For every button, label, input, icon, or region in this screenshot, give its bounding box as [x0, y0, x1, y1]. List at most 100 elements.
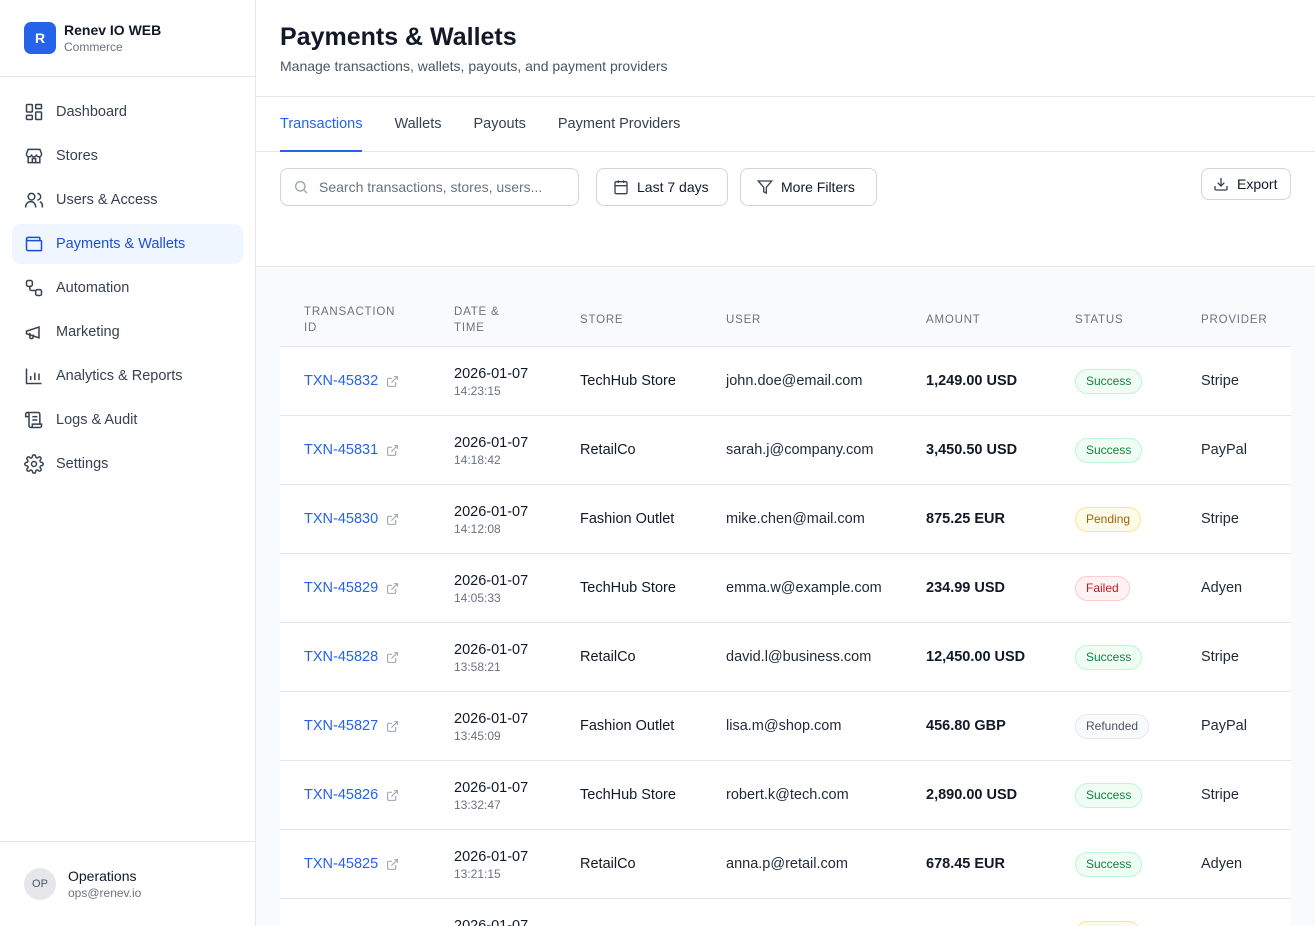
table-row[interactable]: TXN-45826 2026-01-07 13:32:47 TechHub Store… [280, 761, 1291, 830]
amount-cell: 875.25 EUR [926, 511, 1005, 527]
column-header-amount[interactable]: AMOUNT [926, 314, 981, 326]
sidebar-item-users-access[interactable]: Users & Access [12, 180, 243, 220]
sidebar-item-label: Settings [56, 456, 109, 472]
transaction-id-link[interactable]: TXN-45830 [304, 511, 399, 527]
user-name: Operations [68, 868, 137, 884]
sidebar-item-payments-wallets[interactable]: Payments & Wallets [12, 224, 243, 264]
table-row[interactable]: TXN-45827 2026-01-07 13:45:09 Fashion Outle… [280, 692, 1291, 761]
table-row[interactable]: TXN-45825 2026-01-07 13:21:15 RetailCo anna.… [280, 830, 1291, 899]
brand-subtitle: Commerce [64, 40, 123, 54]
column-header-status[interactable]: STATUS [1075, 314, 1124, 326]
time: 14:18:42 [454, 453, 501, 467]
date-range-button[interactable]: Last 7 days [596, 168, 728, 206]
transaction-id[interactable]: TXN-45826 [304, 787, 379, 803]
store-cell: RetailCo [580, 649, 636, 665]
table-row[interactable]: 2026-01-07 Pending [280, 899, 1291, 926]
transaction-id[interactable]: TXN-45828 [304, 649, 379, 665]
brand[interactable]: R Renev IO WEB Commerce [0, 0, 255, 77]
tab-bar: Transactions Wallets Payouts Payment Pro… [256, 97, 1315, 152]
store-icon [25, 148, 43, 164]
table-row[interactable]: TXN-45832 2026-01-07 14:23:15 TechHub Store… [280, 347, 1291, 416]
tab-payouts[interactable]: Payouts [473, 115, 526, 132]
sidebar-item-automation[interactable]: Automation [12, 268, 243, 308]
sidebar-item-dashboard[interactable]: Dashboard [12, 92, 243, 132]
transaction-id[interactable]: TXN-45831 [304, 442, 379, 458]
external-link-icon [387, 651, 399, 663]
sidebar-item-logs-audit[interactable]: Logs & Audit [12, 400, 243, 440]
transactions-panel: TRANSACTION ID DATE & TIME STORE USER AM… [256, 267, 1315, 926]
avatar: OP [24, 868, 56, 900]
transaction-id[interactable]: TXN-45832 [304, 373, 379, 389]
status-cell: Success [1075, 852, 1143, 877]
status-badge: Refunded [1075, 714, 1150, 739]
store-cell: Fashion Outlet [580, 511, 675, 527]
transactions-table: TRANSACTION ID DATE & TIME STORE USER AM… [280, 292, 1291, 926]
tab-payment-providers[interactable]: Payment Providers [557, 115, 681, 132]
table-row[interactable]: TXN-45831 2026-01-07 14:18:42 RetailCo sarah… [280, 416, 1291, 485]
search-icon [295, 181, 308, 194]
date-time-cell: 2026-01-07 13:45:09 [454, 710, 528, 744]
sidebar-item-settings[interactable]: Settings [12, 444, 243, 484]
column-header-date-time[interactable]: DATE & TIME [454, 306, 500, 334]
transaction-id[interactable]: TXN-45829 [304, 580, 379, 596]
user-cell: emma.w@example.com [726, 580, 882, 596]
workflow-icon [25, 279, 43, 297]
transaction-id-link[interactable]: TXN-45832 [304, 373, 399, 389]
transaction-id[interactable]: TXN-45830 [304, 511, 379, 527]
tab-transactions[interactable]: Transactions [280, 97, 363, 152]
date-time-cell: 2026-01-07 14:18:42 [454, 434, 528, 468]
date: 2026-01-07 [454, 849, 529, 865]
status-badge: Success [1075, 852, 1143, 877]
export-button[interactable]: Export [1201, 168, 1291, 200]
table-row[interactable]: TXN-45830 2026-01-07 14:12:08 Fashion Outle… [280, 485, 1291, 554]
date: 2026-01-07 [454, 366, 529, 382]
status-cell: Pending [1075, 921, 1142, 926]
sidebar-item-label: Logs & Audit [56, 412, 138, 428]
users-icon [24, 192, 44, 208]
megaphone-icon [25, 325, 40, 340]
column-header-provider[interactable]: PROVIDER [1201, 314, 1268, 326]
transaction-id[interactable]: TXN-45825 [304, 856, 379, 872]
user-profile[interactable]: OP Operations ops@renev.io [0, 841, 255, 926]
date-time-cell: 2026-01-07 14:23:15 [454, 365, 528, 399]
search-box[interactable] [280, 168, 579, 206]
date: 2026-01-07 [454, 918, 529, 926]
sidebar-item-marketing[interactable]: Marketing [12, 312, 243, 352]
sidebar-item-stores[interactable]: Stores [12, 136, 243, 176]
status-cell: Success [1075, 645, 1143, 670]
column-header-user[interactable]: USER [726, 314, 762, 326]
date-time-cell: 2026-01-07 13:58:21 [454, 641, 528, 675]
transaction-id-link[interactable]: TXN-45825 [304, 856, 399, 872]
date-time-cell: 2026-01-07 13:32:47 [454, 779, 528, 813]
external-link-icon [387, 582, 399, 594]
provider-cell: Stripe [1201, 787, 1239, 803]
external-link-icon [387, 720, 399, 732]
transaction-id-link[interactable]: TXN-45828 [304, 649, 399, 665]
sidebar-item-label: Payments & Wallets [56, 236, 186, 252]
table-row[interactable]: TXN-45829 2026-01-07 14:05:33 TechHub Store… [280, 554, 1291, 623]
transaction-id[interactable]: TXN-45827 [304, 718, 379, 734]
status-badge: Pending [1075, 921, 1142, 926]
user-cell: lisa.m@shop.com [726, 718, 842, 734]
column-header-transaction-id[interactable]: TRANSACTION ID [304, 306, 396, 334]
column-header-store[interactable]: STORE [580, 314, 624, 326]
transaction-id-link[interactable]: TXN-45831 [304, 442, 399, 458]
store-cell: TechHub Store [580, 787, 676, 803]
filter-icon [757, 180, 773, 195]
provider-cell: Adyen [1201, 856, 1243, 872]
sidebar-item-analytics-reports[interactable]: Analytics & Reports [12, 356, 243, 396]
status-badge: Success [1075, 369, 1143, 394]
transaction-id-link[interactable]: TXN-45827 [304, 718, 399, 734]
transaction-id-link[interactable]: TXN-45829 [304, 580, 399, 596]
provider-cell: Stripe [1201, 511, 1239, 527]
tab-wallets[interactable]: Wallets [394, 115, 442, 132]
provider-cell: PayPal [1201, 718, 1247, 734]
transaction-id-link[interactable]: TXN-45826 [304, 787, 399, 803]
table-row[interactable]: TXN-45828 2026-01-07 13:58:21 RetailCo david… [280, 623, 1291, 692]
page-title: Payments & Wallets [280, 23, 517, 51]
time: 13:45:09 [454, 729, 501, 743]
amount-cell: 456.80 GBP [926, 718, 1006, 734]
more-filters-button[interactable]: More Filters [740, 168, 877, 206]
search-input[interactable] [319, 179, 559, 195]
user-cell: sarah.j@company.com [726, 442, 874, 458]
